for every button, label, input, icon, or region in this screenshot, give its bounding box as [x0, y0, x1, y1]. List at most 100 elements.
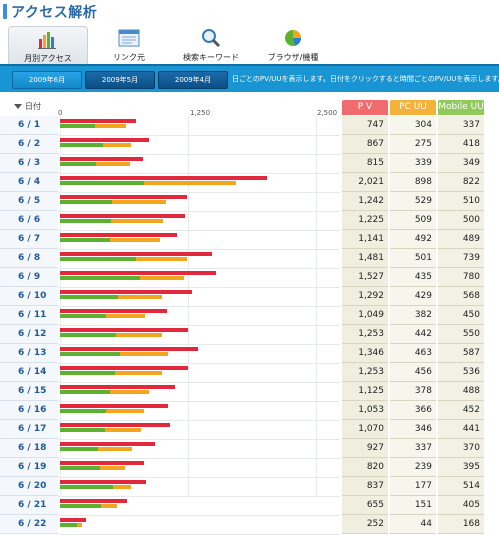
bar-group	[58, 287, 340, 307]
bar-group	[58, 363, 340, 383]
tab-referrer[interactable]: リンク元	[90, 26, 168, 64]
date-link[interactable]: 6 / 10	[0, 287, 58, 306]
pv-value: 1,292	[342, 287, 388, 306]
date-link[interactable]: 6 / 16	[0, 401, 58, 420]
date-link[interactable]: 6 / 2	[0, 135, 58, 154]
mobile-uu-bar	[60, 257, 136, 261]
pc-uu-value: 492	[390, 230, 436, 249]
pv-bar	[60, 309, 168, 313]
pc-uu-value: 346	[390, 420, 436, 439]
pc-uu-value: 304	[390, 116, 436, 135]
date-link[interactable]: 6 / 8	[0, 249, 58, 268]
table-row: 6 / 5 1,242 529 510	[0, 192, 499, 212]
date-link[interactable]: 6 / 11	[0, 306, 58, 325]
date-link[interactable]: 6 / 17	[0, 420, 58, 439]
table-row: 6 / 3 815 339 349	[0, 154, 499, 174]
pv-value: 1,346	[342, 344, 388, 363]
mobile-uu-bar	[60, 143, 103, 147]
date-link[interactable]: 6 / 9	[0, 268, 58, 287]
mobile-uu-value: 514	[438, 477, 484, 496]
tab-browser-device[interactable]: ブラウザ/機種	[254, 26, 332, 64]
month-button-2009-05[interactable]: 2009年5月	[85, 71, 155, 89]
mobile-uu-value: 568	[438, 287, 484, 306]
pc-uu-value: 435	[390, 268, 436, 287]
table-row: 6 / 13 1,346 463 587	[0, 344, 499, 364]
table-row: 6 / 15 1,125 378 488	[0, 382, 499, 402]
table-row: 6 / 22 252 44 168	[0, 515, 499, 535]
pv-bar	[60, 499, 128, 503]
mobile-uu-bar	[60, 276, 140, 280]
mobile-uu-value: 450	[438, 306, 484, 325]
pv-bar	[60, 290, 193, 294]
pv-value: 867	[342, 135, 388, 154]
month-button-2009-04[interactable]: 2009年4月	[158, 71, 228, 89]
pc-uu-bar	[60, 238, 161, 242]
bar-group	[58, 154, 340, 174]
pv-value: 1,070	[342, 420, 388, 439]
bar-group	[58, 268, 340, 288]
pv-bar	[60, 385, 176, 389]
bar-group	[58, 458, 340, 478]
window-icon	[118, 29, 140, 47]
mobile-uu-bar	[60, 485, 113, 489]
pv-value: 655	[342, 496, 388, 515]
tab-label: 検索キーワード	[183, 53, 239, 62]
table-row: 6 / 14 1,253 456 536	[0, 363, 499, 383]
date-link[interactable]: 6 / 7	[0, 230, 58, 249]
pc-uu-value: 382	[390, 306, 436, 325]
date-link[interactable]: 6 / 13	[0, 344, 58, 363]
month-selector-bar: 2009年6月 2009年5月 2009年4月 日ごとのPV/UUを表示します。…	[0, 64, 499, 92]
mobile-uu-bar	[60, 371, 115, 375]
table-row: 6 / 7 1,141 492 489	[0, 230, 499, 250]
pv-bar	[60, 480, 146, 484]
bar-group	[58, 211, 340, 231]
pv-value: 1,053	[342, 401, 388, 420]
tab-monthly-access[interactable]: 月別アクセス	[8, 26, 88, 65]
bar-group	[58, 344, 340, 364]
pv-value: 252	[342, 515, 388, 534]
table-row: 6 / 10 1,292 429 568	[0, 287, 499, 307]
table-row: 6 / 21 655 151 405	[0, 496, 499, 516]
pv-value: 2,021	[342, 173, 388, 192]
axis-tick-2500: 2,500	[317, 109, 338, 117]
date-link[interactable]: 6 / 6	[0, 211, 58, 230]
mobile-uu-value: 395	[438, 458, 484, 477]
sort-by-date[interactable]: 日付	[14, 101, 41, 112]
pc-uu-value: 337	[390, 439, 436, 458]
pv-value: 1,049	[342, 306, 388, 325]
pv-bar	[60, 252, 212, 256]
date-link[interactable]: 6 / 18	[0, 439, 58, 458]
date-link[interactable]: 6 / 1	[0, 116, 58, 135]
date-link[interactable]: 6 / 19	[0, 458, 58, 477]
mobile-uu-value: 739	[438, 249, 484, 268]
pv-bar	[60, 404, 168, 408]
pc-uu-value: 509	[390, 211, 436, 230]
pc-uu-value: 366	[390, 401, 436, 420]
pc-uu-value: 442	[390, 325, 436, 344]
bar-group	[58, 192, 340, 212]
date-link[interactable]: 6 / 3	[0, 154, 58, 173]
pv-bar	[60, 195, 188, 199]
bar-group	[58, 496, 340, 516]
date-link[interactable]: 6 / 4	[0, 173, 58, 192]
date-link[interactable]: 6 / 20	[0, 477, 58, 496]
bar-group	[58, 420, 340, 440]
date-link[interactable]: 6 / 21	[0, 496, 58, 515]
date-link[interactable]: 6 / 22	[0, 515, 58, 534]
pc-uu-bar	[60, 219, 164, 223]
table-row: 6 / 2 867 275 418	[0, 135, 499, 155]
date-link[interactable]: 6 / 15	[0, 382, 58, 401]
date-link[interactable]: 6 / 12	[0, 325, 58, 344]
mobile-uu-bar	[60, 181, 145, 185]
mobile-uu-bar	[60, 162, 96, 166]
pv-bar	[60, 518, 86, 522]
date-link[interactable]: 6 / 14	[0, 363, 58, 382]
title-accent	[3, 4, 7, 19]
tab-search-keyword[interactable]: 検索キーワード	[172, 26, 250, 64]
tab-label: ブラウザ/機種	[267, 53, 319, 62]
pv-bar	[60, 176, 267, 180]
pv-bar	[60, 119, 137, 123]
month-button-2009-06[interactable]: 2009年6月	[12, 71, 82, 89]
mobile-uu-bar	[60, 295, 119, 299]
date-link[interactable]: 6 / 5	[0, 192, 58, 211]
